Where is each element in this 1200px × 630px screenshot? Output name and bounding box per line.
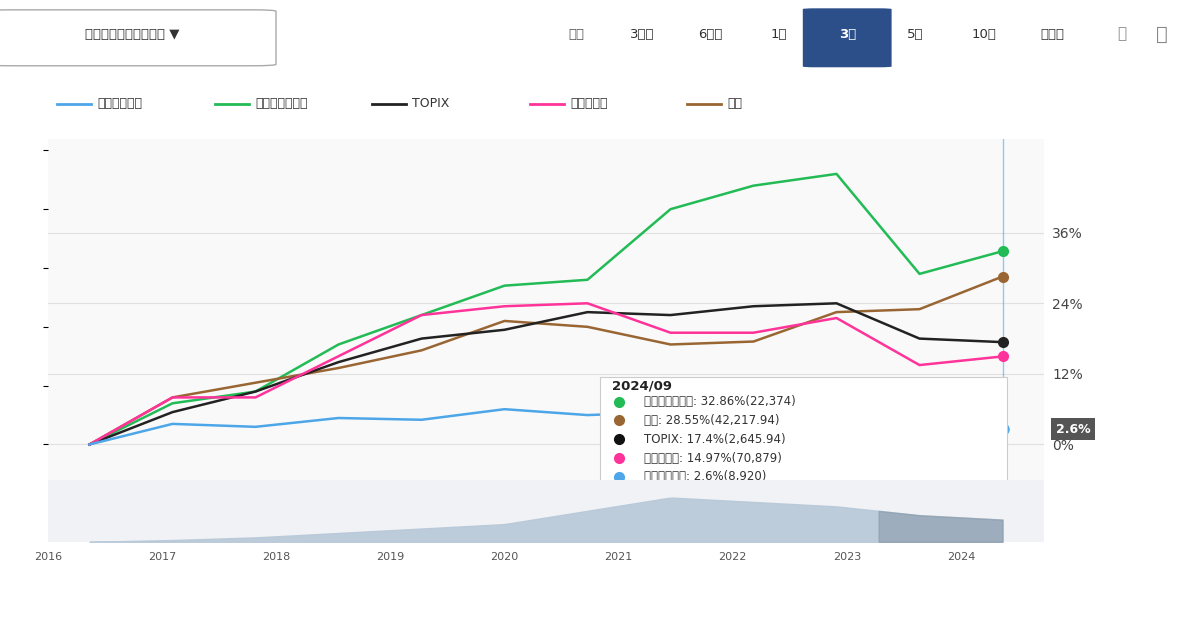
Text: 3年: 3年 xyxy=(839,28,856,40)
Text: 6ヶ月: 6ヶ月 xyxy=(698,28,722,40)
Text: 10年: 10年 xyxy=(972,28,996,40)
Text: 2.6%: 2.6% xyxy=(1056,423,1091,436)
FancyBboxPatch shape xyxy=(0,10,276,66)
Text: ⛰: ⛰ xyxy=(1117,26,1127,42)
Text: ひふみ投信: 14.97%(70,879): ひふみ投信: 14.97%(70,879) xyxy=(644,452,782,464)
Text: ひふみ投信: ひふみ投信 xyxy=(570,98,607,110)
Text: TOPIX: TOPIX xyxy=(413,98,450,110)
Text: 2024/01: 2024/01 xyxy=(314,487,362,500)
Text: 2018: 2018 xyxy=(262,553,290,563)
Text: 期間: 期間 xyxy=(568,28,584,40)
Text: 2022: 2022 xyxy=(719,553,746,563)
Text: ひふみワールド: ひふみワールド xyxy=(254,98,307,110)
Text: 2024/09: 2024/09 xyxy=(979,507,1026,516)
FancyBboxPatch shape xyxy=(600,377,1007,498)
Text: 2020: 2020 xyxy=(491,553,518,563)
Text: ダウ: ダウ xyxy=(727,98,743,110)
Text: 5年: 5年 xyxy=(907,28,924,40)
Text: 3ヶ月: 3ヶ月 xyxy=(630,28,654,40)
FancyBboxPatch shape xyxy=(803,8,892,67)
Text: ひふみワールド: 32.86%(22,374): ひふみワールド: 32.86%(22,374) xyxy=(644,395,796,408)
Text: 2024/03: 2024/03 xyxy=(480,487,529,500)
Text: 2021: 2021 xyxy=(605,553,632,563)
Text: 設定来: 設定来 xyxy=(1040,28,1064,40)
Text: ファンドや指数と比較 ▼: ファンドや指数と比較 ▼ xyxy=(85,28,179,40)
Text: 2024/05: 2024/05 xyxy=(646,487,695,500)
Text: ひふみらいと: ひふみらいと xyxy=(97,98,143,110)
Text: 2024/07: 2024/07 xyxy=(812,487,860,500)
Text: 〜: 〜 xyxy=(1156,25,1168,43)
Text: 2016: 2016 xyxy=(34,553,62,563)
Text: TOPIX: 17.4%(2,645.94): TOPIX: 17.4%(2,645.94) xyxy=(644,433,786,445)
Text: ひふみらいと: 2.6%(8,920): ひふみらいと: 2.6%(8,920) xyxy=(644,471,767,483)
Text: 2019: 2019 xyxy=(377,553,404,563)
Text: 1年: 1年 xyxy=(770,28,787,40)
Text: 2023/11: 2023/11 xyxy=(148,487,197,500)
Text: 2017: 2017 xyxy=(148,553,176,563)
Text: ダウ: 28.55%(42,217.94): ダウ: 28.55%(42,217.94) xyxy=(644,414,780,427)
Text: 2024: 2024 xyxy=(947,553,976,563)
Text: 2024/09: 2024/09 xyxy=(978,487,1027,500)
Text: 2023: 2023 xyxy=(833,553,862,563)
Text: 2024/09: 2024/09 xyxy=(612,380,672,392)
